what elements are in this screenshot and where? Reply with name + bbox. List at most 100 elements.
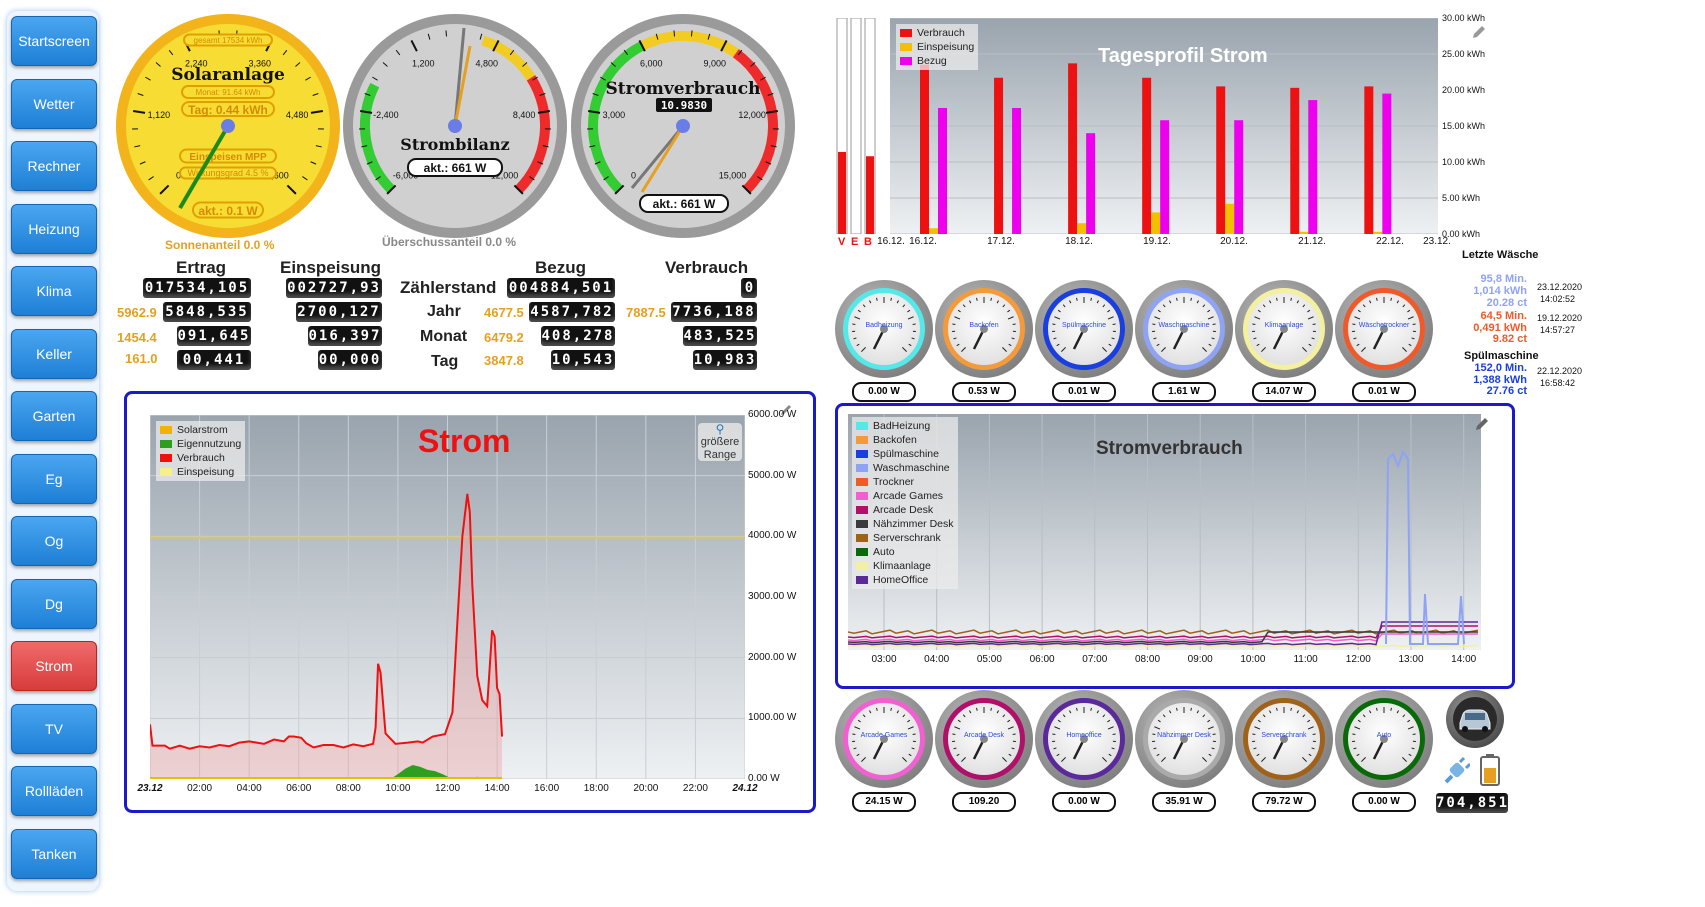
verbrauch-gauge-tick [594, 161, 601, 165]
device-gauge-tick [1107, 726, 1114, 730]
tp-bar-verbrauch [1216, 86, 1226, 234]
bezug-monat-counter: 408,278 [541, 326, 615, 346]
nav-rolll-den-button[interactable]: Rollläden [11, 766, 97, 816]
device-gauge-face: Waschmaschine [1143, 288, 1225, 370]
nav-eg-button[interactable]: Eg [11, 453, 97, 504]
device-gauge-tick [1353, 337, 1357, 340]
nav-rechner-button[interactable]: Rechner [11, 141, 97, 191]
nav-klima-button[interactable]: Klima [11, 266, 97, 316]
device-gauge-tick [1357, 719, 1361, 723]
nav-dg-button[interactable]: Dg [11, 578, 97, 629]
bilanz-gauge-tick [361, 145, 368, 148]
nav-og-button[interactable]: Og [11, 516, 97, 566]
tagesprofil-svg [890, 18, 1438, 234]
tp-bar-verbrauch [1068, 63, 1078, 234]
legend-item[interactable]: BadHeizung [856, 419, 954, 433]
row-label-tag: Tag [431, 353, 459, 370]
device-gauge-tick [961, 757, 966, 762]
device-gauge-tick [1007, 309, 1011, 313]
tp-bar-einspeisung [1299, 231, 1309, 234]
verbrauch-tag-counter: 10,983 [693, 350, 757, 370]
device-gauge-tick [1102, 714, 1106, 718]
strom-chart-title: Strom [418, 423, 511, 459]
device-gauge-tick [1102, 304, 1106, 308]
solar-gauge-tick [282, 49, 288, 56]
legend-item[interactable]: Bezug [900, 54, 974, 68]
device-gauge-tick [1176, 297, 1178, 301]
strom-edit-icon[interactable] [780, 403, 792, 415]
legend-item[interactable]: Eigennutzung [160, 437, 241, 451]
strom-y-tick: 3000.00 W [748, 591, 797, 602]
legend-item[interactable]: HomeOffice [856, 573, 954, 587]
device-gauge-tick [1202, 714, 1206, 718]
device-gauge-tick [1208, 753, 1212, 757]
legend-item[interactable]: Verbrauch [900, 26, 974, 40]
veb-label: E [851, 236, 859, 248]
nav-startscreen-button[interactable]: Startscreen [11, 16, 97, 66]
legend-item[interactable]: Solarstrom [160, 423, 241, 437]
legend-item[interactable]: Waschmaschine [856, 461, 954, 475]
legend-item[interactable]: Trockner [856, 475, 954, 489]
car-button[interactable] [1446, 690, 1504, 748]
nav-strom-button[interactable]: Strom [11, 641, 97, 691]
bilanz-needle [453, 45, 472, 127]
verbrauch-gauge-tick [603, 176, 609, 181]
tagesprofil-x-tick: 18.12. [1065, 236, 1093, 247]
device-gauge-tick [1062, 714, 1066, 718]
device-gauge-tick [1262, 304, 1266, 308]
device-gauge-tick [902, 714, 906, 718]
strom-y-tick: 4000.00 W [748, 530, 797, 542]
bilanz-gauge-tick [395, 49, 401, 56]
legend-swatch [160, 440, 172, 448]
zoom-range-button[interactable]: ⚲ größere Range [698, 423, 742, 461]
device-gauge-tick [1376, 297, 1378, 301]
dry-min: 64,5 Min. [1480, 310, 1527, 322]
bezug-tag-counter: 10,543 [551, 350, 615, 370]
device-gauge-tick [1407, 726, 1414, 730]
device-gauge-tick [1107, 316, 1114, 320]
device-gauge-face: Nähzimmer Desk [1143, 698, 1225, 780]
legend-item[interactable]: Spülmaschine [856, 447, 954, 461]
stromverbrauch-plot: Stromverbrauch BadHeizung Backofen Spülmas… [848, 414, 1481, 650]
verbrauch-gauge-tick [760, 76, 766, 81]
device-gauge-2: Homeoffice [1035, 690, 1133, 788]
strom-x-tick: 23.12 [137, 783, 163, 794]
device-gauge-tick [1207, 309, 1211, 313]
legend-item[interactable]: Serverschrank [856, 531, 954, 545]
bilanz-current: akt.: 661 W [424, 161, 487, 175]
row-label-jahr: Jahr [427, 303, 461, 320]
legend-item[interactable]: Klimaanlage [856, 559, 954, 573]
nav-keller-button[interactable]: Keller [11, 328, 97, 379]
legend-swatch [160, 454, 172, 462]
tagesprofil-edit-icon[interactable] [1472, 25, 1486, 39]
device-gauge-tick [1362, 304, 1366, 308]
device-gauge-tick [1161, 757, 1166, 762]
legend-item[interactable]: Nähzimmer Desk [856, 517, 954, 531]
nav-garten-button[interactable]: Garten [11, 391, 97, 441]
device-gauge-tick [1211, 337, 1215, 340]
device-gauge-tick [869, 300, 872, 304]
nav-wetter-button[interactable]: Wetter [11, 78, 97, 129]
device-gauge-tick [1107, 309, 1111, 313]
nav-tanken-button[interactable]: Tanken [11, 828, 97, 879]
nav-tv-button[interactable]: TV [11, 703, 97, 754]
legend-item[interactable]: Verbrauch [160, 451, 241, 465]
legend-item[interactable]: Auto [856, 545, 954, 559]
legend-swatch [160, 468, 172, 476]
bezug-monat-prev: 6479.2 [484, 330, 524, 345]
legend-item[interactable]: Backofen [856, 433, 954, 447]
nav-heizung-button[interactable]: Heizung [11, 203, 97, 254]
legend-item[interactable]: Einspeisung [900, 40, 974, 54]
device-gauge-cap [1380, 325, 1388, 333]
stromverbrauch-x-tick: 09:00 [1187, 654, 1213, 665]
device-gauge-tick [1407, 316, 1414, 320]
legend-item[interactable]: Arcade Desk [856, 503, 954, 517]
solar-gauge-tick [168, 49, 174, 56]
header-zaehlerstand: Zählerstand [400, 278, 497, 297]
device-gauge-tick [902, 347, 907, 352]
legend-item[interactable]: Arcade Games [856, 489, 954, 503]
legend-item[interactable]: Einspeisung [160, 465, 241, 479]
device-gauge-tick [1111, 337, 1115, 340]
device-gauge-cap [1380, 735, 1388, 743]
stromverbrauch-edit-icon[interactable] [1475, 417, 1489, 431]
